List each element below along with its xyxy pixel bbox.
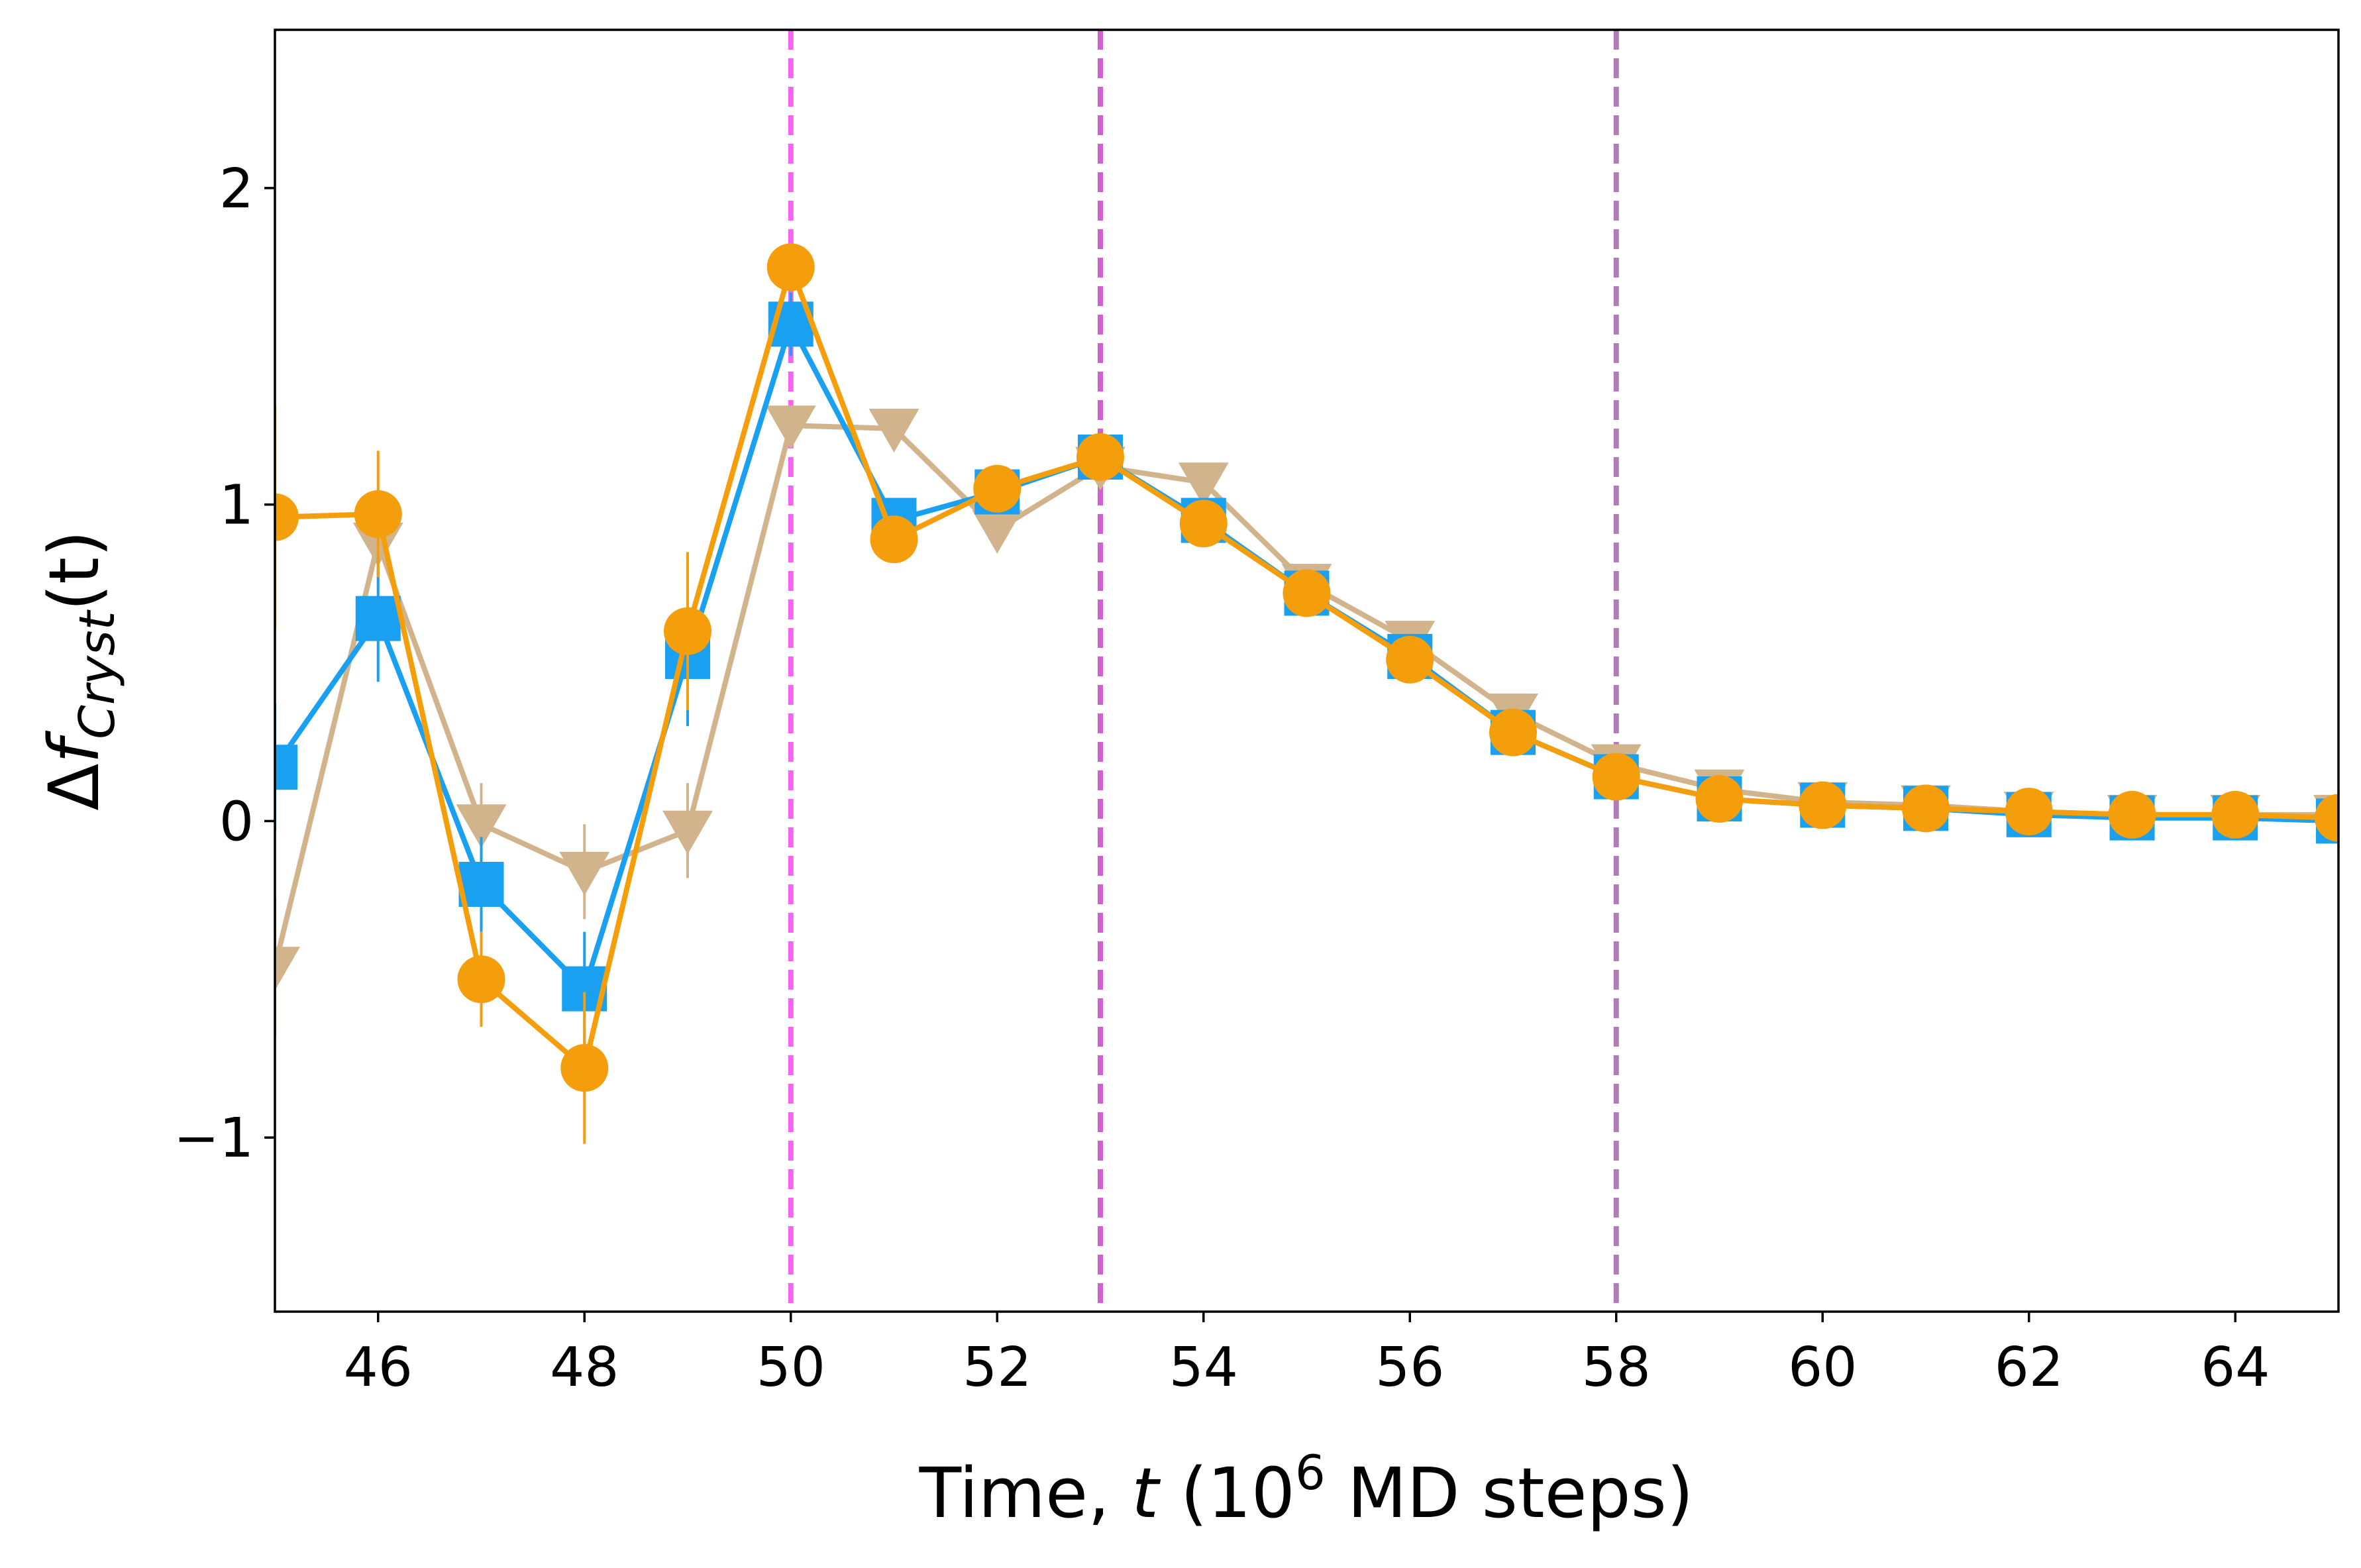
y-tick-label: 1 [219,474,254,537]
data-point-circle [973,464,1022,513]
x-tick-label: 64 [2201,1336,2270,1399]
data-point-circle [1902,784,1950,833]
x-tick-label: 48 [550,1336,619,1399]
x-axis-label-sup: 6 [1295,1445,1326,1500]
data-point-triangle [972,509,1023,554]
series-circle [275,243,2338,1144]
x-tick-label: 52 [963,1336,1031,1399]
data-point-square [355,596,401,641]
x-axis-label-var: t [1131,1453,1161,1534]
data-point-triangle [559,851,610,896]
data-point-triangle [1178,462,1229,507]
data-point-circle [1283,569,1331,617]
data-point-circle [1799,781,1847,829]
x-axis-label-mid: (10 [1159,1453,1295,1534]
data-point-triangle [868,409,919,452]
y-axis: −1 0 1 2 [174,158,275,1170]
data-point-circle [1695,775,1744,823]
data-point-circle [2315,794,2338,842]
data-point-circle [766,243,815,291]
x-axis: 46 48 50 52 54 56 58 60 62 64 [344,1312,2270,1399]
data-point-circle [275,493,299,541]
x-axis-label: Time, t (106 MD steps) [919,1445,1694,1534]
y-axis-label-delta: Δ [34,763,115,810]
data-point-triangle [662,810,713,855]
data-point-circle [2211,790,2260,839]
data-point-triangle [456,804,507,849]
x-axis-label-prefix: Time, [919,1453,1132,1534]
data-point-circle [1179,499,1228,548]
y-tick-label: 0 [219,790,254,853]
data-point-circle [2108,790,2156,839]
x-tick-label: 46 [344,1336,413,1399]
x-tick-label: 58 [1582,1336,1651,1399]
x-tick-label: 50 [757,1336,825,1399]
series-layer [275,243,2338,1144]
data-point-circle [560,1044,609,1092]
data-point-square [275,745,297,790]
x-tick-label: 62 [1995,1336,2064,1399]
data-point-circle [1489,708,1537,757]
x-tick-label: 54 [1169,1336,1238,1399]
data-point-circle [870,515,918,564]
data-point-triangle [765,405,816,450]
data-point-circle [457,955,505,1004]
y-tick-label: 2 [219,158,254,221]
y-axis-label-sub: Cryst [69,609,126,739]
data-point-circle [2005,788,2053,836]
data-point-circle [1386,635,1434,684]
y-tick-label: −1 [174,1107,254,1170]
y-axis-label-arg: (t) [34,530,115,611]
x-axis-label-suffix: MD steps) [1326,1453,1694,1534]
x-tick-label: 56 [1375,1336,1444,1399]
data-point-circle [664,607,711,655]
data-point-circle [1076,433,1124,481]
data-point-circle [354,490,402,538]
data-point-triangle [275,947,300,991]
x-tick-label: 60 [1788,1336,1857,1399]
data-point-circle [1592,753,1640,801]
plot-frame [274,28,2340,1313]
